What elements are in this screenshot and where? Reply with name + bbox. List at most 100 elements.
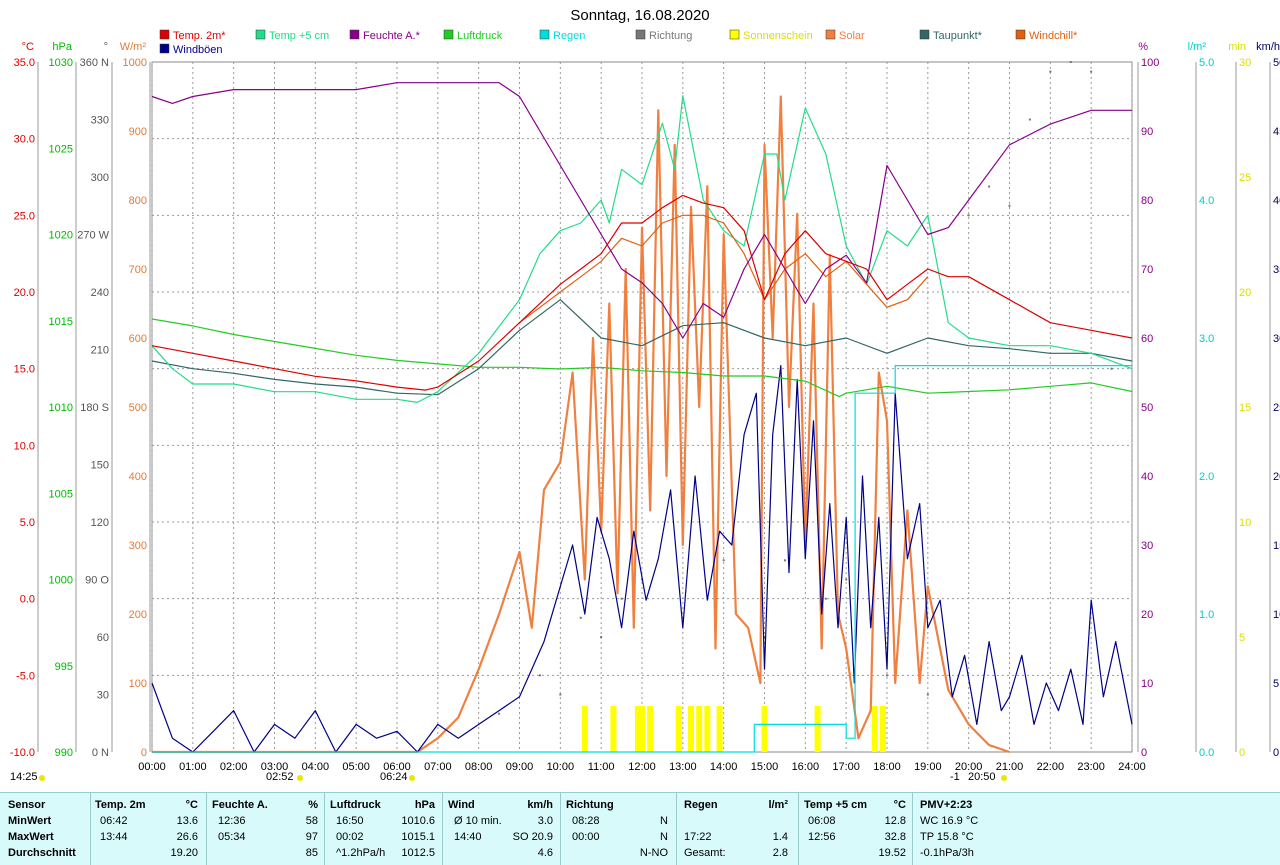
summary-header: hPa — [414, 799, 435, 811]
sunshine-bar — [581, 706, 588, 752]
x-tick-label: 06:00 — [383, 761, 411, 773]
series-line-solar — [152, 95, 1010, 754]
direction-point — [620, 597, 623, 600]
axis-tick-label: 15.0 — [14, 364, 35, 376]
summary-cell: 13.6 — [176, 815, 198, 827]
summary-divider — [912, 793, 913, 865]
axis-tick-label: 35.0 — [14, 57, 35, 69]
axis-tick-label: 0 — [141, 747, 147, 759]
legend-swatch — [729, 29, 740, 40]
summary-cell: TP 15.8 °C — [920, 831, 974, 843]
axis-tick-label: 30.0 — [1273, 333, 1280, 345]
legend-label: Solar — [839, 30, 865, 42]
sunshine-bar — [879, 706, 886, 752]
axis-tick-label: 80 — [1141, 195, 1153, 207]
axis-unit-label: km/h — [1256, 41, 1280, 53]
sunshine-bar — [610, 706, 617, 752]
x-tick-label: 15:00 — [751, 761, 779, 773]
series-line-temp-5-cm — [151, 95, 1133, 403]
axis-tick-label: 1015 — [49, 316, 73, 328]
sun-marker — [297, 775, 303, 781]
axis-tick-label: 35.0 — [1273, 264, 1280, 276]
summary-cell: 85 — [305, 847, 318, 859]
direction-point — [1069, 61, 1072, 63]
summary-divider — [90, 793, 91, 865]
axis-tick-label: 15.0 — [1273, 540, 1280, 552]
x-tick-label: 04:00 — [302, 761, 330, 773]
axis-tick-label: 400 — [129, 471, 147, 483]
bottom-marker-label: 20:50 — [968, 771, 996, 783]
summary-header: Temp. 2m — [95, 799, 146, 811]
summary-cell: Gesamt: — [684, 847, 726, 859]
summary-cell: 14:40 — [454, 831, 482, 843]
axis-tick-label: 30 — [1141, 540, 1153, 552]
legend-label: Temp. 2m* — [173, 30, 226, 42]
summary-row-label: MinWert — [8, 815, 52, 827]
x-tick-label: 19:00 — [914, 761, 942, 773]
summary-divider — [560, 793, 561, 865]
x-tick-label: 10:00 — [547, 761, 575, 773]
summary-cell: 2.8 — [772, 847, 788, 859]
axis-tick-label: 60 — [97, 632, 109, 644]
legend-swatch — [919, 29, 930, 40]
summary-divider — [442, 793, 443, 865]
summary-header: Temp +5 cm — [804, 799, 868, 811]
axes: °C 35.0 30.0 25.0 20.0 15.0 10.0 5.0 0.0 -5.0 -10.… — [10, 41, 1280, 773]
axis-tick-label: 1.0 — [1199, 609, 1214, 621]
legend-label: Windböen — [173, 44, 223, 56]
sunshine-bar — [688, 706, 694, 752]
axis-tick-label: 150 — [91, 460, 109, 472]
axis-tick-label: 1010 — [49, 402, 73, 414]
summary-cell: 08:28 — [572, 815, 600, 827]
axis-tick-label: 120 — [91, 517, 109, 529]
axis-tick-label: 0.0 — [1273, 747, 1280, 759]
legend-label: Regen — [553, 30, 585, 42]
axis-unit-label: min — [1228, 41, 1246, 53]
summary-header: l/m² — [768, 799, 788, 811]
legend-label: Taupunkt* — [933, 30, 983, 42]
axis-tick-label: 180 S — [80, 402, 109, 414]
axis-tick-label: 20.0 — [14, 287, 35, 299]
series-line-windchill- — [519, 214, 929, 324]
axis-unit-label: l/m² — [1188, 41, 1207, 53]
legend-swatch — [349, 29, 360, 40]
summary-cell: 1.4 — [772, 831, 788, 843]
axis-unit-label: ° — [104, 41, 108, 53]
x-tick-label: 16:00 — [792, 761, 820, 773]
x-tick-label: 00:00 — [138, 761, 166, 773]
axis-tick-label: 25 — [1239, 172, 1251, 184]
x-tick-label: 24:00 — [1118, 761, 1146, 773]
direction-point — [988, 185, 991, 188]
sunshine-bar — [716, 706, 723, 752]
summary-header: Sensor — [8, 799, 46, 811]
x-tick-label: 07:00 — [424, 761, 452, 773]
sun-marker — [1001, 775, 1007, 781]
axis-tick-label: 10.0 — [1273, 609, 1280, 621]
bottom-marker-label: 02:52 — [266, 771, 294, 783]
axis-tick-label: 50.0 — [1273, 57, 1280, 69]
sunshine-bar — [696, 706, 703, 752]
x-tick-label: 01:00 — [179, 761, 207, 773]
series-layer — [151, 61, 1133, 754]
axis-tick-label: 20 — [1239, 287, 1251, 299]
direction-point — [845, 578, 848, 581]
axis-tick-label: 200 — [129, 609, 147, 621]
axis-tick-label: 1000 — [49, 575, 73, 587]
summary-cell: 1012.5 — [401, 847, 435, 859]
summary-cell: 19.52 — [878, 847, 906, 859]
x-tick-label: 17:00 — [832, 761, 860, 773]
x-tick-label: 18:00 — [873, 761, 901, 773]
chart-title: Sonntag, 16.08.2020 — [570, 7, 709, 24]
axis-tick-label: 30 — [1239, 57, 1251, 69]
legend-swatch — [159, 43, 170, 54]
legend-swatch — [1015, 29, 1026, 40]
axis-tick-label: 500 — [129, 402, 147, 414]
summary-cell: 17:22 — [684, 831, 712, 843]
direction-point — [600, 636, 603, 638]
axis-tick-label: 700 — [129, 264, 147, 276]
summary-cell: N-NO — [639, 847, 668, 859]
plot-grid — [151, 61, 1133, 753]
axis-tick-label: 1020 — [49, 230, 73, 242]
summary-header: °C — [893, 799, 906, 811]
axis-tick-label: 5 — [1239, 632, 1245, 644]
